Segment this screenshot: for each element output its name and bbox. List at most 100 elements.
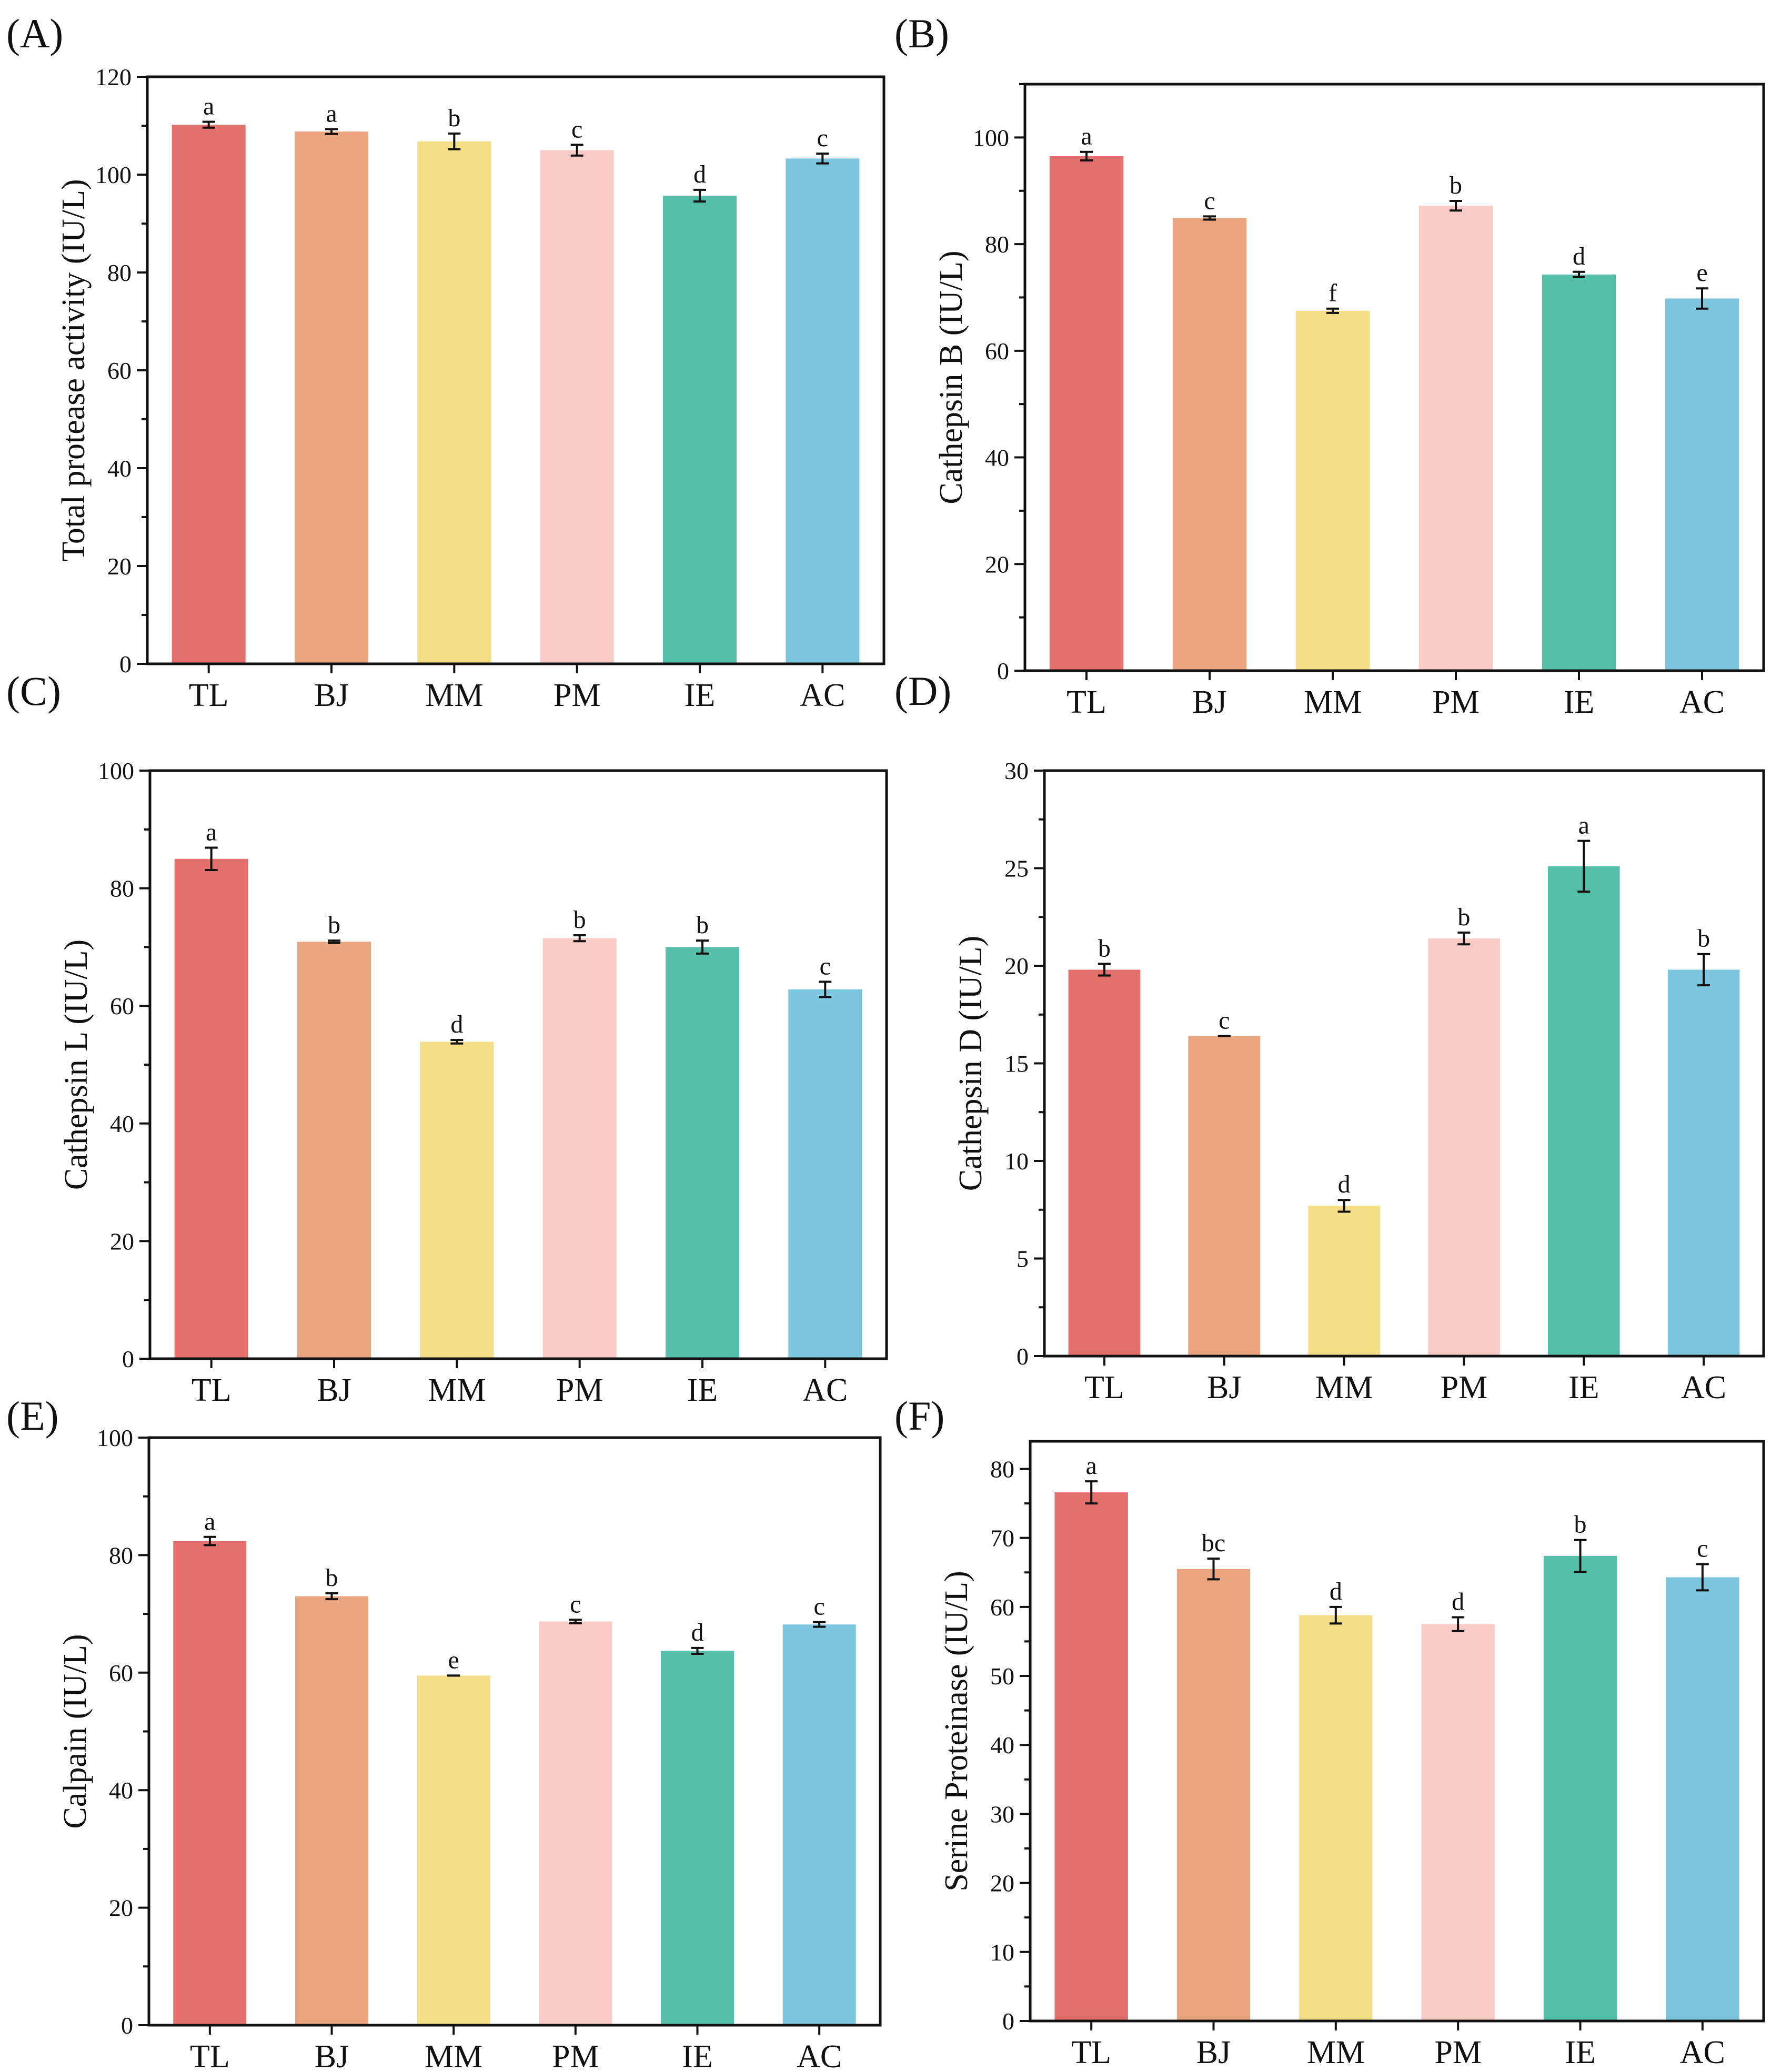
chart-b-y-tick-label: 0 xyxy=(997,658,1009,684)
chart-e-bar-ac xyxy=(782,1624,856,2025)
chart-d-x-tick-label-mm: MM xyxy=(1315,1370,1373,1406)
chart-c-sig-letter-ac: c xyxy=(820,952,831,980)
chart-f-x-tick-label-pm: PM xyxy=(1434,2035,1482,2070)
chart-f-sig-letter-bj: bc xyxy=(1202,1529,1225,1557)
chart-e-x-tick-label-ac: AC xyxy=(797,2039,842,2072)
chart-d-sig-letter-bj: c xyxy=(1219,1007,1230,1035)
chart-b-y-tick-label: 80 xyxy=(985,231,1009,258)
chart-a-error-bar-pm xyxy=(570,144,583,157)
chart-b-error-bar-ie xyxy=(1573,270,1585,278)
chart-b-x-tick-label-mm: MM xyxy=(1304,684,1362,720)
chart-e-x-tick-label-bj: BJ xyxy=(315,2039,349,2072)
chart-e-sig-letter-pm: c xyxy=(570,1590,581,1618)
chart-d-bar-ac xyxy=(1667,969,1740,1356)
chart-d-y-tick-label: 0 xyxy=(1017,1343,1029,1370)
chart-d-y-tick-label: 30 xyxy=(1004,757,1029,784)
chart-a-error-bar-ie xyxy=(693,188,706,203)
chart-f-y-tick-label: 0 xyxy=(1002,2008,1014,2035)
chart-e-error-bar-bj xyxy=(325,1592,338,1601)
chart-e-y-axis-label: Calpain (IU/L) xyxy=(57,1634,93,1828)
chart-f-y-tick-label: 70 xyxy=(990,1525,1014,1552)
chart-d-x-tick-label-ie: IE xyxy=(1568,1370,1599,1406)
chart-f-error-bar-tl xyxy=(1085,1480,1098,1505)
chart-d-x-tick-label-tl: TL xyxy=(1084,1370,1124,1406)
chart-e-x-tick-label-ie: IE xyxy=(682,2039,713,2072)
chart-f-y-tick-label: 30 xyxy=(990,1801,1014,1827)
chart-f-y-tick-label: 80 xyxy=(990,1456,1014,1482)
chart-c-y-tick-label: 80 xyxy=(110,875,134,902)
chart-c-x-tick-label-ie: IE xyxy=(687,1372,718,1408)
chart-d-bar-pm xyxy=(1428,938,1500,1356)
chart-e-x-tick-label-tl: TL xyxy=(190,2039,230,2072)
chart-a-bar-bj xyxy=(295,132,368,664)
chart-e-bar-mm xyxy=(417,1675,490,2025)
chart-e-panel-letter: (E) xyxy=(6,1393,59,1439)
chart-e-bar-ie xyxy=(661,1651,734,2025)
chart-a-sig-letter-ac: c xyxy=(817,124,828,152)
chart-c-y-tick-label: 20 xyxy=(110,1228,134,1255)
chart-a-y-axis-label: Total protease activity (IU/L) xyxy=(56,179,92,561)
chart-f-panel-letter: (F) xyxy=(894,1393,944,1439)
chart-b-bar-ie xyxy=(1542,274,1616,671)
chart-a-bar-ac xyxy=(786,158,860,664)
chart-a-bar-mm xyxy=(417,141,491,664)
chart-d-error-bar-mm xyxy=(1337,1199,1351,1213)
chart-d-y-tick-label: 25 xyxy=(1004,855,1029,882)
chart-d-x-tick-label-pm: PM xyxy=(1441,1370,1488,1406)
chart-d-y-tick-label: 10 xyxy=(1004,1148,1029,1175)
chart-c-x-tick-label-ac: AC xyxy=(802,1372,848,1408)
chart-c-error-bar-ac xyxy=(819,981,832,998)
chart-f-bar-mm xyxy=(1299,1615,1373,2021)
chart-b-sig-letter-mm: f xyxy=(1329,279,1337,307)
chart-f-bar-tl xyxy=(1054,1492,1128,2021)
chart-c-y-tick-label: 0 xyxy=(122,1346,134,1372)
chart-f-y-tick-label: 60 xyxy=(990,1594,1014,1621)
chart-c-sig-letter-tl: a xyxy=(206,818,217,846)
chart-a-error-bar-tl xyxy=(202,120,215,129)
chart-e-bar-tl xyxy=(173,1541,247,2025)
chart-a-x-tick-label-bj: BJ xyxy=(314,678,348,713)
chart-e: (E) a b e c d c 0 20 40 60 80 100 TL BJ MM PM IE AC Calpain… xyxy=(6,1393,882,2072)
chart-d-error-bar-ac xyxy=(1697,953,1710,987)
chart-f-error-bar-ac xyxy=(1696,1563,1709,1592)
chart-f-bar-pm xyxy=(1421,1624,1495,2021)
chart-f-y-tick-label: 10 xyxy=(990,1939,1014,1966)
chart-b-bar-pm xyxy=(1418,206,1493,671)
chart-d-sig-letter-mm: d xyxy=(1338,1170,1351,1198)
chart-d-bar-bj xyxy=(1188,1036,1261,1356)
chart-a-y-tick-label: 40 xyxy=(107,455,132,482)
chart-c-y-tick-label: 100 xyxy=(98,757,134,784)
chart-a-x-tick-label-ie: IE xyxy=(685,678,716,713)
chart-d-sig-letter-tl: b xyxy=(1098,934,1111,962)
chart-c-bar-ac xyxy=(788,989,862,1359)
chart-b-bar-mm xyxy=(1295,310,1370,671)
chart-f-sig-letter-pm: d xyxy=(1452,1588,1464,1616)
chart-b: (B) a c f b d e 0 20 40 60 80 100 TL BJ MM PM IE AC Catheps… xyxy=(894,11,1765,720)
chart-e-error-bar-tl xyxy=(203,1535,216,1547)
chart-d-bar-ie xyxy=(1547,866,1620,1356)
chart-c-x-tick-label-pm: PM xyxy=(556,1372,603,1408)
chart-f-bar-bj xyxy=(1176,1569,1251,2021)
chart-f-x-tick-label-mm: MM xyxy=(1307,2035,1365,2070)
chart-b-y-tick-label: 40 xyxy=(985,444,1009,471)
chart-d-y-tick-label: 20 xyxy=(1004,953,1029,979)
chart-a-error-bar-mm xyxy=(448,132,461,150)
chart-b-sig-letter-ac: e xyxy=(1696,259,1707,287)
chart-a-panel-letter: (A) xyxy=(6,11,63,56)
chart-e-y-tick-label: 100 xyxy=(97,1424,133,1451)
chart-b-error-bar-mm xyxy=(1326,307,1339,314)
chart-b-error-bar-tl xyxy=(1080,150,1093,161)
chart-d-y-tick-label: 5 xyxy=(1017,1246,1029,1272)
chart-e-x-tick-label-mm: MM xyxy=(425,2039,482,2072)
chart-c-x-tick-label-tl: TL xyxy=(192,1372,232,1408)
chart-a-x-tick-label-tl: TL xyxy=(189,678,229,713)
chart-e-sig-letter-ac: c xyxy=(814,1593,825,1621)
chart-a: (A) a a b c d c 0 20 40 60 80 100 120 TL BJ MM PM IE AC Tota… xyxy=(6,11,886,713)
chart-a-y-tick-label: 80 xyxy=(107,259,132,286)
chart-b-panel-letter: (B) xyxy=(894,11,949,56)
chart-a-sig-letter-ie: d xyxy=(693,160,706,188)
chart-f-error-bar-bj xyxy=(1207,1558,1220,1581)
chart-b-x-tick-label-tl: TL xyxy=(1066,684,1106,720)
